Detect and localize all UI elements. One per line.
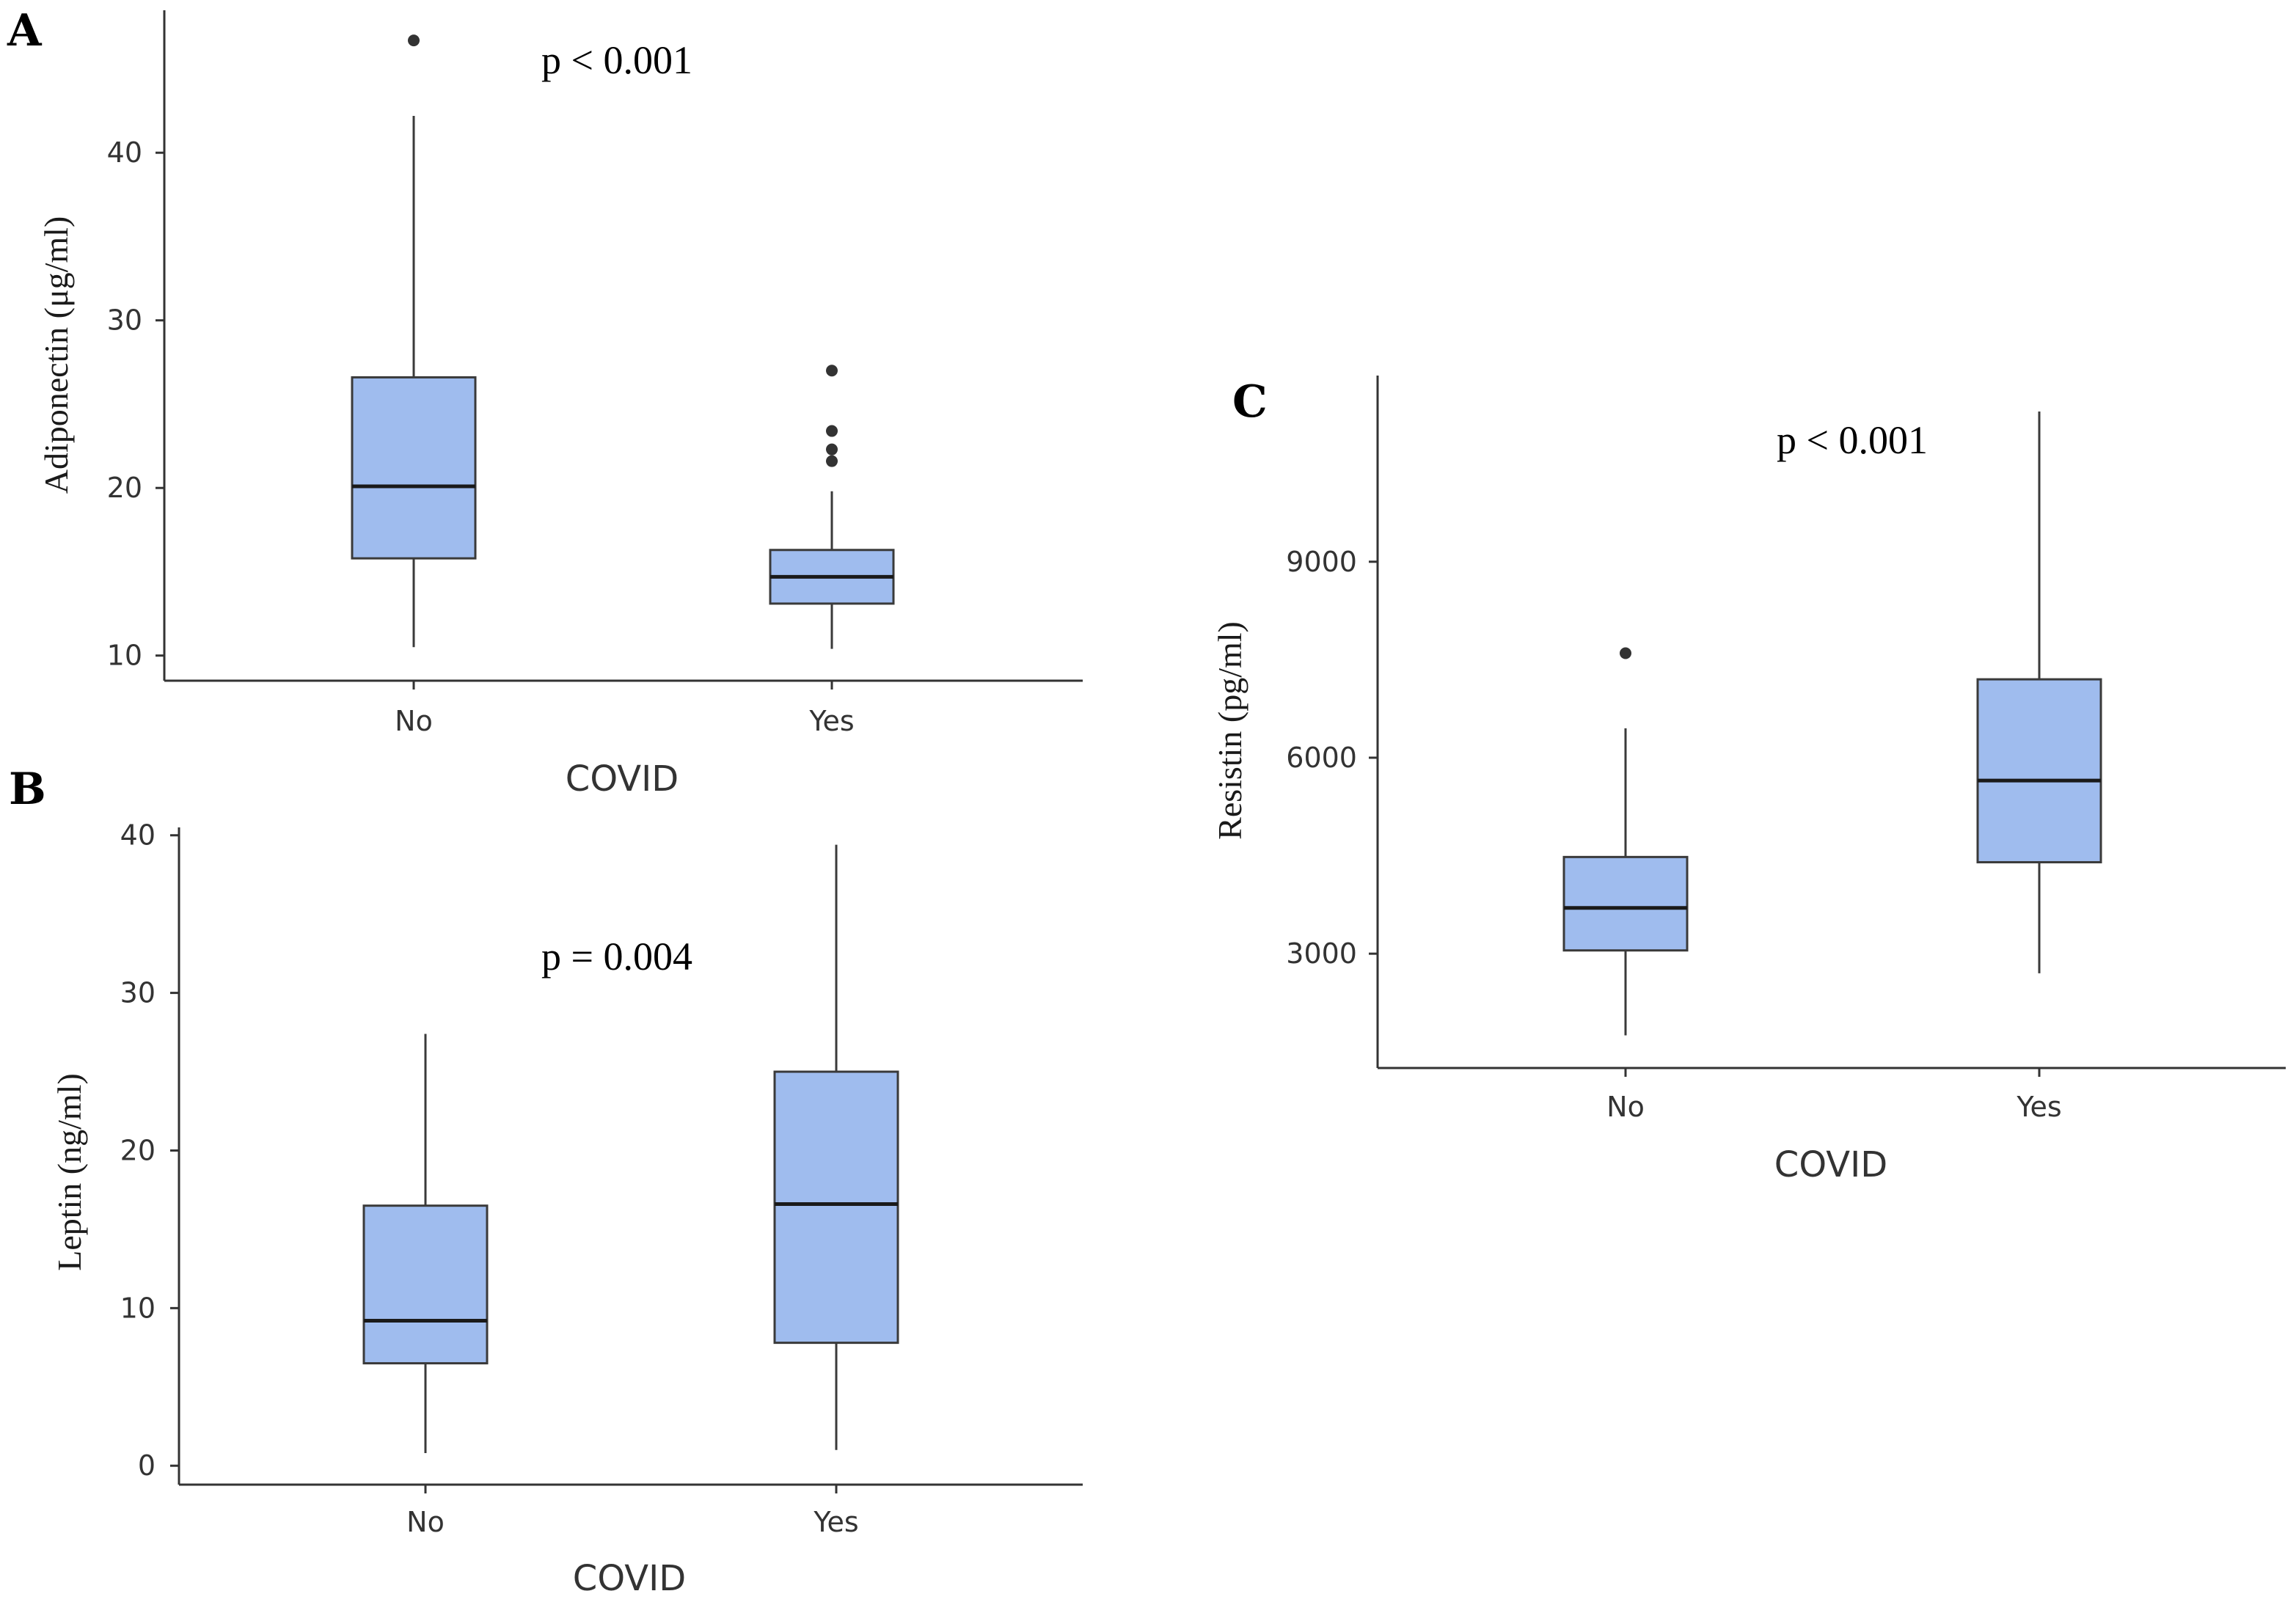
panel-a-outlier-point xyxy=(826,425,838,437)
panel-a-outlier-point xyxy=(826,455,838,467)
panel-a-outlier-point xyxy=(826,443,838,456)
panel-b-y-tick-label: 10 xyxy=(120,1292,156,1324)
panel-a-y-axis-label: Adiponectin (μg/ml) xyxy=(37,216,75,494)
panel-a-x-tick-label: Yes xyxy=(808,705,854,737)
panel-c-y-tick-label: 9000 xyxy=(1286,546,1357,578)
panel-c-box-yes xyxy=(1976,678,2102,863)
panel-a: A p < 0.001 Adiponectin (μg/ml) COVID 10… xyxy=(7,5,1083,800)
panel-c-marks: 3000 6000 9000 No Yes xyxy=(1286,376,2286,1123)
panel-b-y-tick-label: 0 xyxy=(138,1449,156,1482)
panel-b-y-axis-label: Leptin (ng/ml) xyxy=(51,1073,88,1271)
panel-a-box-no xyxy=(351,376,477,560)
panel-b-box-no xyxy=(362,1204,489,1365)
panel-b-y-tick-label: 30 xyxy=(120,977,156,1009)
panel-c-letter: C xyxy=(1232,376,1268,428)
panel-a-x-axis-label: COVID xyxy=(566,758,679,800)
panel-a-y-tick-label: 10 xyxy=(107,640,142,672)
panel-c-x-tick-label: No xyxy=(1606,1091,1645,1123)
panel-a-letter: A xyxy=(7,5,43,56)
panel-a-outlier-point xyxy=(826,365,838,377)
panel-c-p-value: p < 0.001 xyxy=(1777,418,1928,462)
panel-c-y-tick-label: 3000 xyxy=(1286,937,1357,970)
panel-b-box-yes xyxy=(773,1070,899,1345)
panel-a-p-value: p < 0.001 xyxy=(541,38,692,82)
panel-b-x-tick-label: Yes xyxy=(813,1506,858,1538)
panel-b-letter: B xyxy=(9,764,46,815)
panel-a-marks: 10 20 30 40 No Yes xyxy=(107,10,1083,737)
panel-b: B p = 0.004 Leptin (ng/ml) COVID 0 10 20 30… xyxy=(9,764,1083,1599)
panel-a-x-tick-label: No xyxy=(395,705,433,737)
panel-b-y-tick-label: 20 xyxy=(120,1134,156,1166)
panel-c-y-tick-label: 6000 xyxy=(1286,742,1357,774)
panel-b-x-tick-label: No xyxy=(406,1506,445,1538)
panel-c-outlier-point xyxy=(1620,647,1631,659)
panel-a-y-tick-label: 30 xyxy=(107,304,142,337)
panel-b-p-value: p = 0.004 xyxy=(541,934,692,979)
panel-c-x-axis-label: COVID xyxy=(1774,1144,1887,1185)
panel-c-y-axis-label: Resistin (pg/ml) xyxy=(1211,621,1248,840)
panel-a-y-tick-label: 20 xyxy=(107,472,142,504)
panel-a-y-tick-label: 40 xyxy=(107,136,142,169)
panel-b-y-tick-label: 40 xyxy=(120,819,156,852)
panel-b-marks: 0 10 20 30 40 No Yes xyxy=(120,819,1083,1538)
panel-c-box-no xyxy=(1562,855,1689,952)
panel-a-outlier-point xyxy=(408,34,420,47)
panel-c: C p < 0.001 Resistin (pg/ml) COVID 3000 6… xyxy=(1211,376,2286,1185)
panel-c-x-tick-label: Yes xyxy=(2016,1091,2061,1123)
panel-b-x-axis-label: COVID xyxy=(573,1558,686,1599)
